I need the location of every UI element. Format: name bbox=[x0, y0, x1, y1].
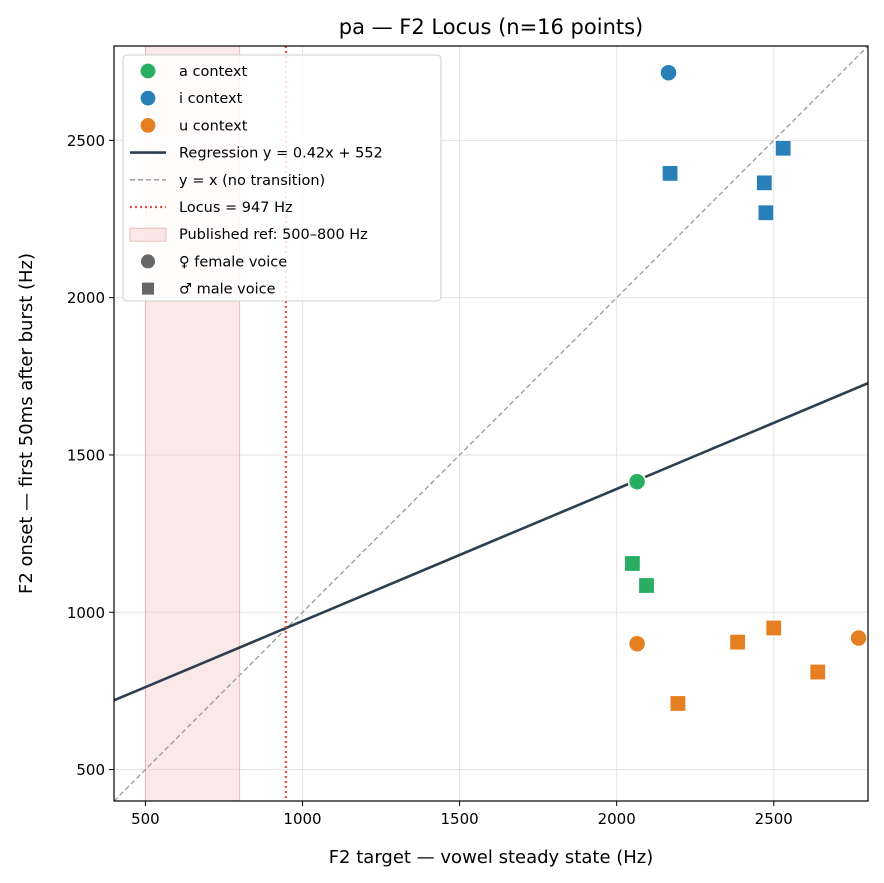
data-point-a-female bbox=[627, 472, 647, 491]
legend-band-swatch bbox=[129, 227, 167, 242]
y-axis-label: F2 onset — first 50ms after burst (Hz) bbox=[16, 253, 37, 594]
data-point-i-male bbox=[661, 164, 679, 183]
legend-female-marker bbox=[141, 254, 155, 269]
legend-label-band: Published ref: 500–800 Hz bbox=[179, 227, 368, 243]
x-tick-label: 2500 bbox=[755, 810, 793, 828]
data-point-i-male bbox=[757, 204, 775, 222]
data-point-u-male bbox=[809, 663, 827, 681]
legend-label-i: i context bbox=[179, 91, 243, 107]
x-tick-label: 2000 bbox=[598, 810, 636, 828]
data-point-a-male bbox=[623, 554, 641, 573]
plot-frame bbox=[113, 45, 869, 802]
y-tick-label: 1000 bbox=[67, 604, 105, 622]
legend-box bbox=[122, 54, 442, 302]
regression-line bbox=[114, 382, 868, 702]
x-tick-label: 1500 bbox=[440, 810, 478, 828]
points-layer bbox=[623, 63, 868, 713]
y-tick-label: 2500 bbox=[67, 132, 105, 150]
data-point-u-female bbox=[849, 628, 868, 648]
legend-marker-u bbox=[139, 116, 157, 135]
legend-label-regression: Regression y = 0.42x + 552 bbox=[179, 146, 383, 162]
legend: a context i context u context Regression y … bbox=[122, 54, 442, 302]
legend-label-female: ♀ female voice bbox=[179, 254, 287, 270]
data-point-i-male bbox=[774, 139, 792, 157]
data-point-i-male bbox=[755, 174, 773, 192]
ticks-layer: 500 1000 1500 2000 2500 500 1000 1500 2000 2500 bbox=[67, 132, 793, 828]
legend-male-marker bbox=[142, 282, 154, 295]
chart-title: pa — F2 Locus (n=16 points) bbox=[339, 15, 644, 39]
legend-label-locus: Locus = 947 Hz bbox=[179, 200, 293, 216]
data-point-i-female bbox=[659, 63, 678, 82]
data-point-u-male bbox=[729, 633, 747, 651]
legend-marker-a bbox=[139, 62, 157, 80]
data-point-a-male bbox=[637, 576, 656, 595]
legend-label-a: a context bbox=[179, 64, 247, 80]
y-tick-label: 2000 bbox=[67, 289, 105, 307]
data-point-u-male bbox=[765, 619, 783, 637]
x-tick-label: 500 bbox=[131, 810, 160, 828]
legend-marker-i bbox=[139, 89, 157, 107]
y-tick-label: 500 bbox=[76, 761, 105, 779]
identity-line bbox=[114, 46, 868, 801]
legend-label-u: u context bbox=[179, 118, 248, 134]
data-point-u-female bbox=[627, 634, 647, 653]
y-tick-label: 1500 bbox=[67, 446, 105, 464]
legend-label-identity: y = x (no transition) bbox=[179, 173, 325, 189]
x-tick-label: 1000 bbox=[283, 810, 321, 828]
legend-label-male: ♂ male voice bbox=[179, 282, 276, 298]
x-axis-label: F2 target — vowel steady state (Hz) bbox=[329, 847, 654, 868]
data-point-u-male bbox=[669, 694, 687, 713]
